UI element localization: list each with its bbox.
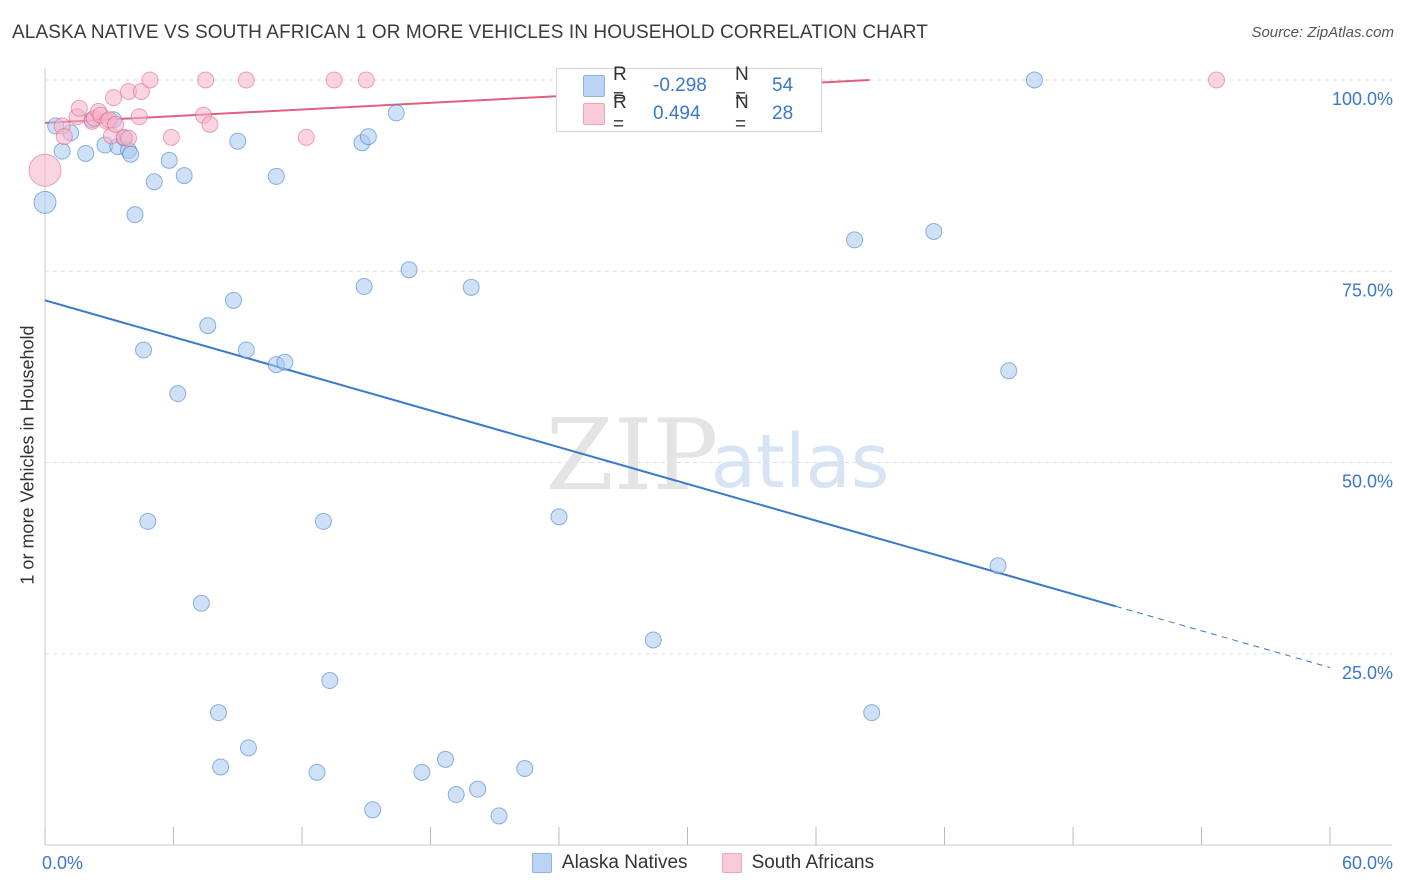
x-tick-label: 60.0% bbox=[1342, 853, 1393, 873]
alaska-native-point bbox=[321, 672, 339, 690]
south-african-point bbox=[130, 108, 148, 126]
alaska-native-point bbox=[212, 758, 230, 776]
alaska-native-point bbox=[175, 167, 193, 185]
alaska-native-point bbox=[462, 278, 480, 296]
alaska-native-point bbox=[989, 557, 1007, 575]
stats-swatch-alaska bbox=[583, 75, 605, 97]
alaska-native-point bbox=[436, 750, 454, 768]
alaska-native-point bbox=[490, 807, 508, 825]
south-african-point bbox=[141, 71, 159, 89]
series-legend: Alaska Natives South Africans bbox=[0, 852, 1406, 874]
r-value: 0.494 bbox=[653, 103, 701, 124]
watermark-zip: ZIP bbox=[546, 399, 719, 513]
alaska-native-point bbox=[1000, 362, 1018, 380]
alaska-native-point bbox=[413, 763, 431, 781]
south-african-point bbox=[297, 128, 315, 146]
south-african-point bbox=[28, 153, 62, 187]
south-african-point bbox=[107, 115, 125, 133]
alaska-native-point bbox=[387, 104, 405, 122]
south-african-point bbox=[105, 89, 123, 107]
alaska-native-point bbox=[169, 385, 187, 403]
alaska-native-point bbox=[33, 190, 57, 214]
alaska-native-point bbox=[364, 801, 382, 819]
watermark-atlas: atlas bbox=[711, 419, 890, 505]
alaska-trend-line bbox=[44, 299, 1117, 608]
alaska-native-point bbox=[1025, 71, 1043, 89]
alaska-native-point bbox=[400, 261, 418, 279]
south-african-point bbox=[237, 71, 255, 89]
alaska-native-point bbox=[863, 704, 881, 722]
alaska-native-point bbox=[199, 317, 217, 335]
alaska-native-point bbox=[355, 278, 373, 296]
alaska-native-point bbox=[160, 151, 178, 169]
n-label: N = bbox=[735, 92, 749, 135]
trend-lines bbox=[44, 79, 1331, 669]
alaska-native-point bbox=[516, 760, 534, 777]
south-african-point bbox=[197, 71, 215, 89]
alaska-trend-extension bbox=[1115, 605, 1331, 669]
legend-swatch-alaska bbox=[531, 853, 552, 873]
alaska-native-point bbox=[145, 173, 163, 191]
y-tick-label: 25.0% bbox=[1342, 663, 1393, 683]
alaska-native-point bbox=[229, 132, 247, 150]
legend-label: South Africans bbox=[751, 852, 875, 873]
alaska-native-point bbox=[314, 512, 332, 530]
stats-legend: R = -0.298 N = 54 R = 0.494 N = 28 bbox=[556, 64, 822, 135]
alaska-native-point bbox=[53, 142, 71, 160]
south-african-point bbox=[201, 115, 219, 133]
y-tick-label: 50.0% bbox=[1342, 472, 1393, 492]
alaska-native-point bbox=[308, 763, 326, 781]
alaska-native-point bbox=[644, 631, 662, 649]
south-african-point bbox=[55, 128, 73, 146]
alaska-native-point bbox=[139, 512, 157, 530]
alaska-native-point bbox=[447, 786, 465, 804]
south-african-point bbox=[1207, 71, 1225, 89]
r-value: -0.298 bbox=[653, 75, 707, 96]
alaska-native-point bbox=[239, 739, 257, 757]
alaska-native-point bbox=[192, 594, 210, 612]
chart-title: ALASKA NATIVE VS SOUTH AFRICAN 1 OR MORE… bbox=[12, 22, 928, 43]
alaska-native-point bbox=[237, 341, 255, 359]
alaska-native-point bbox=[224, 291, 242, 309]
south-african-point bbox=[162, 128, 180, 146]
alaska-native-point bbox=[469, 780, 487, 798]
n-label: N = bbox=[735, 64, 749, 107]
alaska-native-point bbox=[122, 145, 140, 163]
legend-item-alaska-natives[interactable]: Alaska Natives bbox=[531, 852, 688, 874]
alaska-native-point bbox=[359, 128, 377, 146]
south-african-point bbox=[325, 71, 343, 89]
axes bbox=[44, 68, 1392, 846]
r-label: R = bbox=[613, 92, 627, 135]
gridlines bbox=[45, 79, 1392, 655]
alaska-native-point bbox=[135, 341, 153, 359]
alaska-native-point bbox=[267, 167, 285, 185]
south-african-point bbox=[132, 82, 150, 100]
alaska-native-point bbox=[846, 231, 864, 249]
legend-label: Alaska Natives bbox=[561, 852, 688, 873]
alaska-native-point bbox=[550, 508, 568, 526]
data-points bbox=[28, 71, 1225, 825]
n-value: 54 bbox=[772, 75, 794, 96]
x-tick-label: 0.0% bbox=[42, 853, 83, 873]
r-label: R = bbox=[613, 64, 627, 107]
watermark: ZIP atlas bbox=[546, 399, 890, 513]
south-african-point bbox=[357, 71, 375, 89]
legend-item-south-africans[interactable]: South Africans bbox=[721, 852, 875, 874]
south-african-point bbox=[120, 129, 138, 147]
alaska-native-point bbox=[126, 206, 144, 224]
source-label: Source: ZipAtlas.com bbox=[1251, 24, 1394, 41]
alaska-native-point bbox=[77, 144, 95, 162]
alaska-native-point bbox=[209, 704, 227, 722]
y-tick-label: 75.0% bbox=[1342, 280, 1393, 300]
n-value: 28 bbox=[772, 103, 794, 124]
alaska-native-point bbox=[925, 222, 943, 240]
legend-swatch-south-african bbox=[721, 853, 742, 873]
stats-swatch-south-african bbox=[583, 103, 605, 125]
y-tick-label: 100.0% bbox=[1332, 89, 1393, 109]
south-african-point bbox=[70, 99, 88, 117]
tick-labels: 25.0% 50.0% 75.0% 100.0% 0.0% 60.0% bbox=[42, 89, 1393, 873]
alaska-native-point bbox=[276, 353, 294, 371]
